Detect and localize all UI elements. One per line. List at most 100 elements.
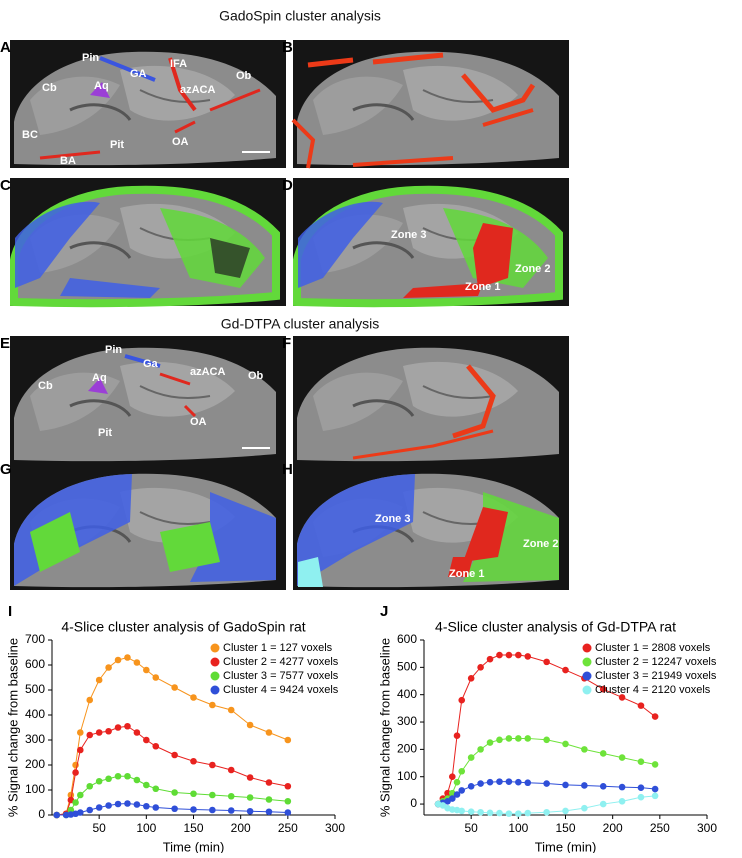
data-point xyxy=(618,694,626,701)
label: BC xyxy=(22,129,38,141)
y-tick-label: 500 xyxy=(397,660,417,674)
data-point xyxy=(143,802,150,810)
data-point xyxy=(95,804,103,811)
data-point xyxy=(581,746,588,753)
data-point xyxy=(77,809,84,816)
data-point xyxy=(72,799,79,806)
data-point xyxy=(444,789,451,797)
legend-marker xyxy=(582,657,592,667)
data-point xyxy=(486,655,494,663)
data-point xyxy=(637,758,645,765)
y-tick-label: 300 xyxy=(25,732,45,746)
data-point xyxy=(477,664,484,671)
data-point xyxy=(284,782,292,790)
x-tick-label: 50 xyxy=(464,821,478,835)
data-point xyxy=(124,722,131,730)
y-tick-label: 100 xyxy=(397,769,417,783)
label: azACA xyxy=(190,366,226,378)
data-point xyxy=(458,696,466,704)
label: Zone 1 xyxy=(465,281,500,293)
data-point xyxy=(618,798,626,805)
data-point xyxy=(477,780,484,787)
label: Zone 3 xyxy=(391,229,426,241)
x-axis-title: Time (min) xyxy=(163,839,225,853)
legend-label: Cluster 2 = 12247 voxels xyxy=(595,656,717,668)
data-point xyxy=(496,778,503,785)
data-point xyxy=(152,742,160,750)
panel-letter: B xyxy=(282,39,293,56)
data-point xyxy=(190,757,197,765)
label: Zone 2 xyxy=(515,263,550,275)
label: Pin xyxy=(105,344,122,356)
y-tick-label: 600 xyxy=(25,657,45,671)
legend-marker xyxy=(210,657,220,667)
x-tick-label: 200 xyxy=(231,821,251,835)
label: Zone 2 xyxy=(523,538,558,550)
data-point xyxy=(562,740,569,748)
data-point xyxy=(453,732,461,740)
data-point xyxy=(171,684,178,691)
data-point xyxy=(105,802,112,809)
panel-letter: F xyxy=(282,335,291,352)
panel-h: Zone 3 Zone 2 Zone 1 xyxy=(293,462,569,590)
data-point xyxy=(467,808,475,816)
data-point xyxy=(651,792,659,800)
data-point xyxy=(133,659,141,666)
panel-b xyxy=(293,40,569,168)
data-point xyxy=(265,729,273,736)
data-point xyxy=(171,805,178,813)
data-point xyxy=(95,729,103,736)
data-point xyxy=(152,804,160,811)
data-point xyxy=(95,676,103,684)
data-point xyxy=(467,754,475,761)
data-point xyxy=(599,750,607,757)
data-point xyxy=(467,782,475,790)
data-point xyxy=(86,806,94,814)
data-point xyxy=(190,694,197,701)
data-point xyxy=(562,666,569,674)
y-tick-label: 200 xyxy=(397,742,417,756)
data-point xyxy=(105,727,112,735)
panel-g xyxy=(10,462,286,590)
data-point xyxy=(599,685,607,693)
data-point xyxy=(77,746,84,754)
y-tick-label: 500 xyxy=(25,682,45,696)
data-point xyxy=(209,701,216,709)
panel-a: Pin GA IFA Cb Aq azACA Ob BC OA Pit BA xyxy=(10,40,286,168)
data-point xyxy=(209,806,216,814)
data-point xyxy=(515,735,522,742)
x-tick-label: 150 xyxy=(183,821,203,835)
data-point xyxy=(496,809,503,817)
data-point xyxy=(133,776,141,784)
y-axis-title: % Signal change from baseline xyxy=(5,638,20,817)
data-point xyxy=(124,800,131,807)
y-tick-label: 400 xyxy=(397,687,417,701)
data-point xyxy=(265,796,273,803)
panel-letter: C xyxy=(0,177,11,194)
data-point xyxy=(524,779,532,787)
panel-e: Pin Ga Cb Aq azACA Ob OA Pit xyxy=(10,336,286,464)
data-point xyxy=(190,806,197,813)
data-point xyxy=(95,777,103,785)
label: OA xyxy=(172,136,189,148)
x-tick-label: 150 xyxy=(555,821,575,835)
label: Ob xyxy=(248,370,264,382)
data-point xyxy=(227,792,235,800)
series-line xyxy=(437,737,656,805)
legend-label: Cluster 3 = 7577 voxels xyxy=(223,670,339,682)
x-tick-label: 250 xyxy=(278,821,298,835)
data-point xyxy=(618,754,626,761)
y-tick-label: 0 xyxy=(410,796,417,810)
label: GA xyxy=(130,68,147,80)
legend-label: Cluster 1 = 127 voxels xyxy=(223,642,333,654)
data-point xyxy=(599,782,607,790)
label: Cb xyxy=(38,380,53,392)
data-point xyxy=(105,664,112,671)
data-point xyxy=(477,746,484,753)
data-point xyxy=(543,736,550,744)
data-point xyxy=(72,769,79,776)
data-point xyxy=(265,779,273,786)
label: BA xyxy=(60,155,76,167)
label: Pin xyxy=(82,52,99,64)
data-point xyxy=(246,774,254,781)
